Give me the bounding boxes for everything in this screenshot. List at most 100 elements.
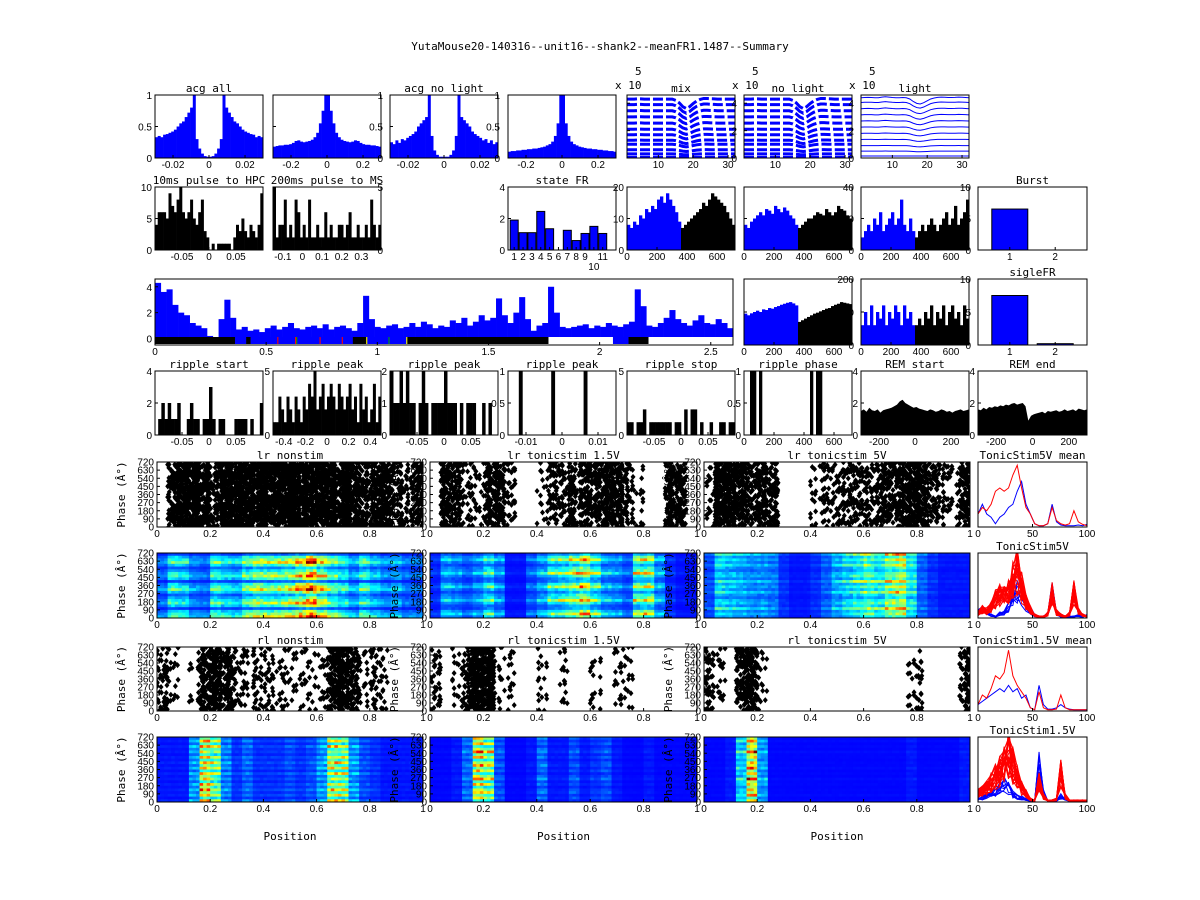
- x-tick-label: 10: [887, 160, 899, 171]
- bar: [198, 212, 202, 250]
- spike-point: [244, 490, 250, 497]
- spike-point: [357, 504, 363, 511]
- spike-point: [398, 470, 404, 477]
- spike-point: [398, 503, 404, 510]
- axes-box: [860, 94, 970, 159]
- spike-point: [469, 490, 475, 497]
- bar: [627, 224, 631, 250]
- spike-point: [348, 462, 354, 467]
- spike-point: [472, 482, 478, 489]
- bar: [723, 205, 727, 250]
- bar: [602, 150, 606, 158]
- spike-point: [314, 523, 320, 527]
- spike-point: [465, 501, 471, 508]
- spike-point: [229, 504, 235, 511]
- spike-point: [472, 515, 478, 522]
- spike-point: [468, 474, 474, 481]
- x-tick-label: -0.05: [171, 437, 194, 448]
- bar: [630, 227, 634, 250]
- y-tick-label: 5: [264, 367, 270, 378]
- y-axis-label: Phase (Â°): [115, 461, 128, 527]
- spike-point: [295, 509, 301, 516]
- bar: [209, 156, 212, 158]
- bar: [936, 312, 940, 345]
- plot-area: [750, 371, 823, 435]
- bar: [286, 396, 290, 435]
- spike-point: [410, 496, 416, 503]
- bar: [524, 319, 531, 339]
- spike-point: [391, 469, 397, 476]
- bar: [912, 231, 916, 250]
- bar: [496, 298, 503, 339]
- bar: [351, 141, 355, 158]
- figure-title: YutaMouse20-140316--unit16--shank2--mean…: [411, 40, 789, 53]
- bar: [283, 422, 287, 435]
- axes-box: [977, 186, 1088, 251]
- spike-point: [258, 502, 264, 509]
- spike-point: [244, 481, 250, 488]
- spike-point: [378, 462, 384, 466]
- bar: [816, 212, 820, 250]
- panel-title: lr nonstim: [257, 449, 324, 462]
- bar: [168, 132, 172, 158]
- spike-point: [439, 487, 445, 494]
- bar: [392, 144, 396, 158]
- spike-point: [381, 521, 387, 527]
- bar: [465, 123, 469, 158]
- bar: [398, 142, 402, 158]
- bar: [473, 134, 477, 158]
- spike-point: [165, 478, 171, 485]
- spike-point: [208, 496, 214, 503]
- bar: [289, 224, 293, 250]
- bar: [305, 237, 309, 250]
- spike-point: [198, 484, 204, 491]
- spike-point: [468, 507, 474, 514]
- bar: [708, 199, 712, 250]
- spike-point: [419, 479, 423, 486]
- spike-point: [401, 488, 407, 495]
- waveform-line: [744, 102, 852, 115]
- spike-point: [369, 471, 375, 478]
- spike-point: [190, 480, 196, 487]
- spike-point: [233, 471, 239, 478]
- bar: [530, 330, 537, 339]
- x-tick-label: 2: [1052, 347, 1058, 358]
- state-bar-segment: [388, 337, 390, 344]
- spike-point: [266, 495, 272, 502]
- spike-point: [306, 496, 312, 503]
- x-tick-label: 0.05: [226, 437, 246, 448]
- bar: [481, 140, 485, 158]
- bar: [873, 218, 877, 250]
- spike-point: [222, 517, 228, 524]
- bar: [327, 237, 330, 250]
- x-tick-label: 0: [858, 347, 864, 358]
- spike-point: [193, 471, 199, 478]
- bar: [195, 325, 202, 339]
- bar: [281, 409, 285, 435]
- bar: [282, 326, 289, 339]
- y-tick-label: 0: [618, 246, 624, 257]
- spike-point: [364, 464, 370, 471]
- bar: [168, 193, 172, 250]
- spike-point: [165, 515, 171, 522]
- x-tick-label: -0.2: [282, 160, 300, 171]
- bar: [237, 419, 242, 435]
- bar: [305, 326, 312, 339]
- bar: [283, 144, 287, 158]
- y-tick-label: 720: [137, 458, 154, 469]
- bar: [583, 147, 587, 158]
- bar: [186, 419, 191, 435]
- bar: [260, 137, 263, 158]
- bar: [460, 117, 464, 158]
- spike-point: [191, 520, 197, 527]
- plot-area: [744, 205, 852, 250]
- x-tick-label: 0: [678, 437, 684, 448]
- bar: [356, 224, 360, 250]
- x-tick-label: 20: [805, 160, 817, 171]
- bar: [639, 422, 644, 435]
- bar: [348, 142, 352, 158]
- bar: [249, 224, 253, 250]
- bar: [771, 213, 775, 250]
- spike-point: [234, 487, 240, 494]
- bar: [867, 325, 871, 345]
